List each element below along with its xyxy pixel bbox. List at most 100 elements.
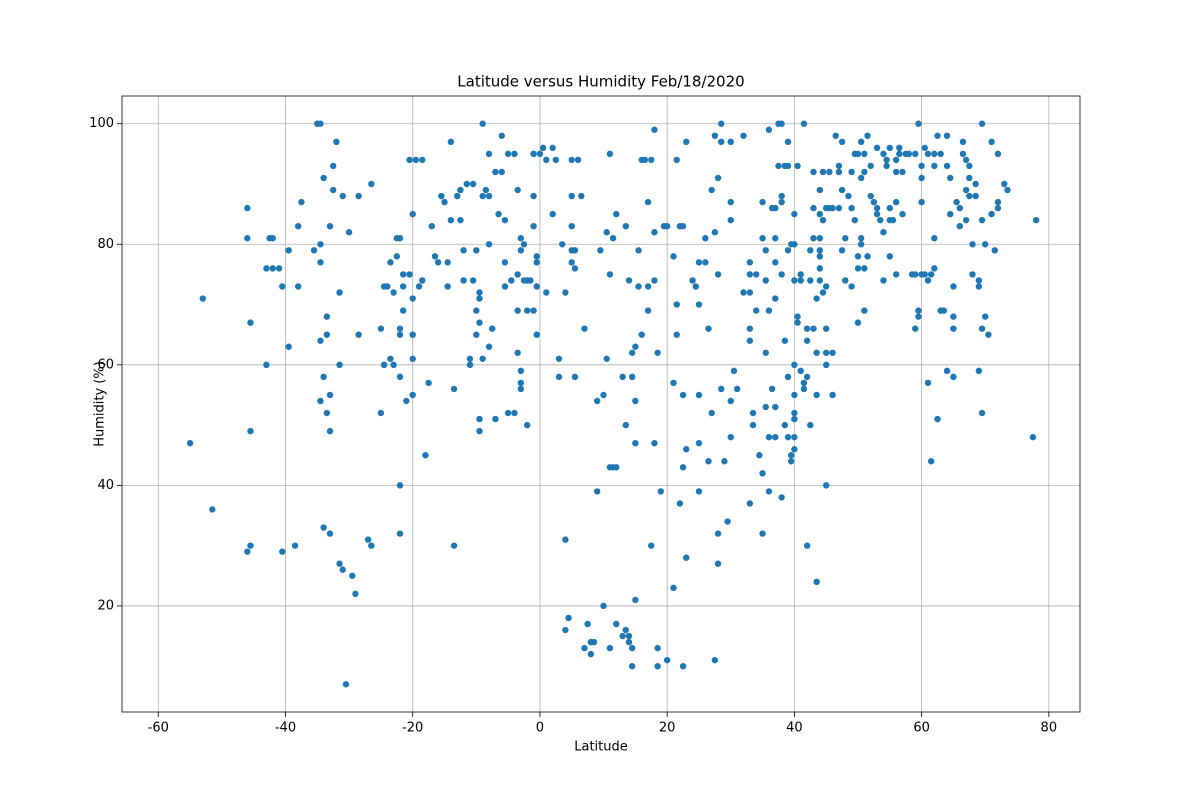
point — [950, 373, 957, 381]
y-tick-label: 80 — [97, 237, 114, 252]
point — [822, 361, 830, 369]
point — [638, 331, 645, 338]
point — [396, 325, 404, 332]
point — [880, 229, 887, 236]
point — [816, 277, 824, 284]
point — [460, 247, 467, 254]
point — [759, 198, 766, 206]
point — [641, 156, 649, 164]
point — [832, 132, 839, 139]
point — [247, 542, 254, 549]
point — [816, 253, 824, 260]
point — [845, 192, 852, 200]
point — [870, 198, 878, 206]
point — [759, 530, 766, 537]
point — [838, 138, 846, 146]
point — [501, 283, 509, 290]
point — [727, 198, 734, 206]
point — [838, 186, 846, 194]
point — [746, 500, 754, 507]
point — [628, 662, 636, 670]
point — [336, 289, 343, 296]
point — [988, 138, 995, 146]
point — [422, 452, 429, 459]
point — [810, 204, 817, 212]
point — [772, 403, 779, 411]
point — [581, 644, 588, 652]
x-tick-label: 40 — [786, 721, 803, 736]
point — [673, 301, 680, 308]
point — [517, 235, 525, 242]
point — [711, 656, 719, 664]
point — [368, 542, 375, 549]
point — [492, 415, 499, 423]
point — [380, 361, 388, 369]
point — [807, 247, 814, 254]
point — [533, 283, 540, 290]
point — [454, 192, 461, 200]
point — [921, 144, 928, 152]
point — [578, 192, 585, 200]
point — [931, 162, 938, 170]
y-tick-label: 40 — [97, 478, 114, 493]
point — [1001, 180, 1008, 188]
point — [498, 132, 505, 139]
point — [476, 289, 483, 296]
point — [285, 343, 292, 350]
point — [479, 192, 486, 200]
point — [978, 325, 986, 332]
point — [419, 156, 426, 164]
x-tick-label: -60 — [148, 721, 169, 736]
point — [714, 530, 722, 537]
point — [695, 488, 703, 495]
point — [568, 222, 575, 230]
point — [632, 397, 639, 405]
point — [342, 681, 350, 688]
point — [463, 180, 470, 188]
point — [794, 313, 801, 320]
point — [784, 433, 792, 441]
point — [574, 156, 582, 164]
point — [555, 355, 563, 362]
point — [606, 150, 614, 158]
point — [702, 235, 709, 242]
point — [727, 397, 734, 405]
point — [711, 229, 719, 236]
point — [409, 355, 416, 362]
point — [279, 548, 286, 555]
point — [924, 277, 932, 284]
point — [482, 186, 490, 194]
point — [730, 367, 738, 375]
point — [476, 319, 483, 326]
point — [295, 222, 302, 230]
point — [244, 548, 251, 555]
point — [708, 186, 715, 194]
point — [861, 265, 868, 272]
point — [368, 180, 375, 188]
point — [733, 385, 741, 393]
point — [794, 162, 801, 170]
point — [644, 307, 652, 314]
point — [975, 283, 983, 290]
point — [310, 247, 318, 254]
point — [829, 349, 836, 356]
point — [969, 241, 976, 248]
point — [854, 319, 862, 326]
point — [915, 313, 922, 320]
point — [826, 168, 833, 176]
point — [972, 180, 979, 188]
chart-title: Latitude versus Humidity Feb/18/2020 — [457, 73, 744, 91]
point — [762, 349, 769, 356]
point — [613, 464, 620, 471]
point — [746, 325, 754, 332]
point — [396, 482, 404, 489]
point — [476, 415, 483, 423]
point — [778, 494, 785, 501]
point — [778, 120, 785, 127]
point — [756, 452, 763, 459]
point — [978, 409, 986, 417]
point — [819, 168, 827, 176]
point — [861, 168, 868, 176]
point — [886, 253, 893, 260]
point — [571, 265, 579, 272]
